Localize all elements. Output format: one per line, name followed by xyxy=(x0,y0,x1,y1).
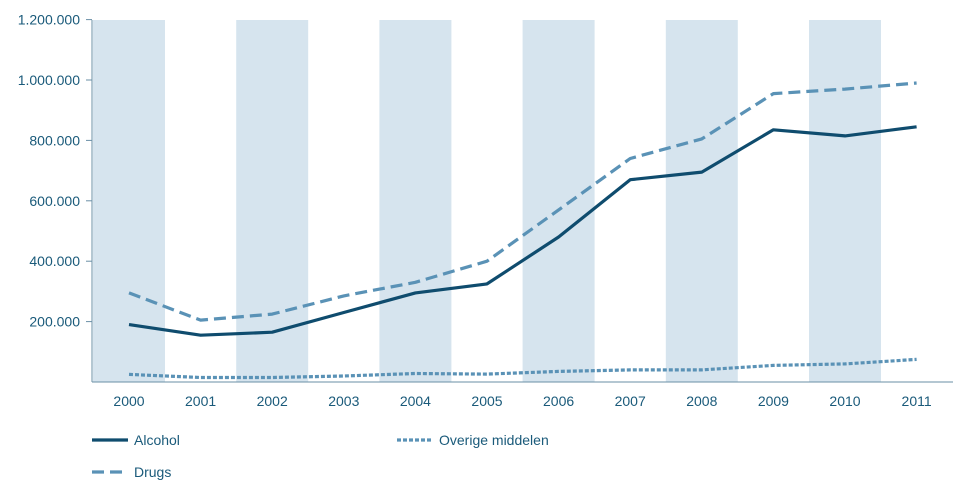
y-tick-label: 400.000 xyxy=(29,253,80,269)
column-bands xyxy=(93,20,881,382)
series-line-alcohol xyxy=(128,125,917,337)
series-lines xyxy=(128,81,917,380)
legend: Alcohol Drugs Overige middelen xyxy=(92,432,549,480)
x-tick-label: 2004 xyxy=(400,393,431,409)
legend-label: Alcohol xyxy=(134,432,180,448)
x-tick-label: 2008 xyxy=(686,393,717,409)
x-tick-label: 2007 xyxy=(615,393,646,409)
x-tick-label: 2000 xyxy=(113,393,144,409)
x-tick-label: 2003 xyxy=(328,393,359,409)
series-line-overige-middelen xyxy=(128,357,917,380)
y-axis-ticks: 200.000 400.000 600.000 800.000 1.000.000 1.2… xyxy=(18,12,92,330)
y-tick-label: 600.000 xyxy=(29,193,80,209)
legend-label: Drugs xyxy=(134,464,171,480)
band-2002 xyxy=(236,20,309,382)
x-tick-label: 2001 xyxy=(185,393,216,409)
x-tick-label: 2011 xyxy=(902,393,932,409)
band-2008 xyxy=(665,20,738,382)
y-tick-label: 200.000 xyxy=(29,314,80,330)
x-tick-label: 2009 xyxy=(758,393,789,409)
band-2004 xyxy=(379,20,452,382)
x-tick-label: 2005 xyxy=(471,393,502,409)
x-tick-label: 2002 xyxy=(257,393,288,409)
series-line-drugs xyxy=(128,81,917,322)
x-tick-label: 2010 xyxy=(829,393,860,409)
band-2006 xyxy=(522,20,595,382)
band-2000 xyxy=(93,20,165,382)
y-tick-label: 800.000 xyxy=(29,132,80,148)
x-tick-label: 2006 xyxy=(543,393,574,409)
y-tick-label: 1.200.000 xyxy=(18,12,80,28)
x-axis-ticks: 2000 2001 2002 2003 2004 2005 2006 2007 2008 2009… xyxy=(113,393,931,409)
band-2010 xyxy=(809,20,881,382)
y-tick-label: 1.000.000 xyxy=(18,72,80,88)
legend-label: Overige middelen xyxy=(439,432,549,448)
